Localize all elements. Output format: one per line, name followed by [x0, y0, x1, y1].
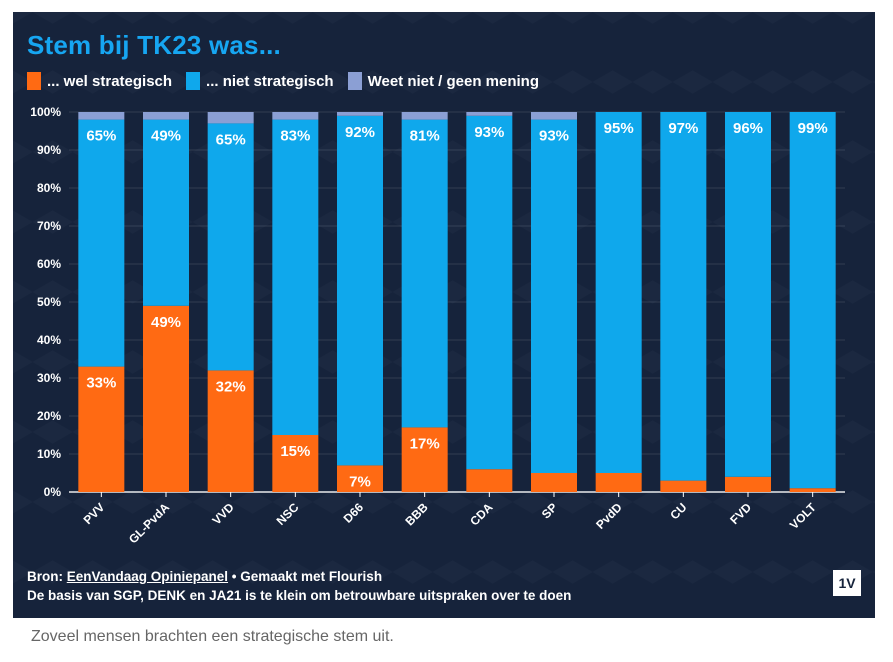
x-tick-label: D66 — [341, 500, 367, 526]
y-tick-label: 90% — [37, 143, 61, 157]
bar-segment-d66 — [337, 465, 383, 492]
y-tick-label: 60% — [37, 257, 61, 271]
stacked-bar-chart: 0% 10% 20% 30% 40% 50% 60% 70% 80% 90% 100% 33% 65% P… — [30, 105, 845, 546]
y-tick-label: 10% — [37, 447, 61, 461]
x-tick-label: FVD — [727, 500, 754, 527]
x-tick-label: VOLT — [787, 500, 819, 532]
y-tick-label: 80% — [37, 181, 61, 195]
source-prefix: Bron: — [27, 569, 67, 584]
x-tick-label: PvdD — [593, 500, 625, 532]
bar-segment-cu — [660, 480, 707, 492]
data-label: 93% — [539, 128, 569, 145]
footer-note: De basis van SGP, DENK en JA21 is te kle… — [27, 588, 572, 603]
bar-segment-cu — [660, 112, 707, 481]
bar-segment-gl-pvda — [143, 119, 189, 306]
bar-segment-fvd — [725, 112, 771, 477]
bar-segment-cda — [466, 115, 513, 470]
data-label: 97% — [668, 120, 698, 137]
data-label: 92% — [345, 124, 375, 141]
legend-label-wel: ... wel strategisch — [47, 72, 173, 90]
y-tick-label: 40% — [37, 333, 61, 347]
legend-swatch-niet — [186, 72, 201, 90]
x-tick-label: SP — [539, 500, 560, 521]
bar-segment-pvdd — [595, 473, 642, 492]
data-label: 49% — [151, 314, 181, 331]
bar-segment-vvd — [207, 123, 254, 371]
y-tick-label: 0% — [44, 485, 62, 499]
chart-footer: Bron: EenVandaag Opiniepanel • Gemaakt m… — [27, 567, 571, 605]
data-label: 7% — [349, 473, 371, 490]
data-label: 33% — [86, 375, 116, 392]
bar-segment-sp — [531, 112, 577, 120]
bar-segment-nsc — [272, 119, 319, 435]
bar-segment-bbb — [401, 427, 448, 492]
source-line: Bron: EenVandaag Opiniepanel • Gemaakt m… — [27, 567, 571, 586]
x-tick-label: CDA — [467, 500, 496, 529]
data-label: 65% — [86, 128, 116, 145]
chart-title: Stem bij TK23 was... — [27, 30, 281, 60]
bar-segment-bbb — [401, 119, 448, 428]
data-label: 99% — [798, 120, 828, 137]
bar-segment-volt — [789, 488, 836, 492]
x-tick-label: NSC — [274, 500, 302, 528]
legend-item-wel[interactable]: ... wel strategisch — [27, 72, 172, 90]
y-tick-label: 20% — [37, 409, 61, 423]
bar-segment-bbb — [401, 112, 448, 120]
bar-segment-d66 — [337, 112, 383, 116]
bar-segment-cda — [466, 469, 513, 492]
chart-card: Stem bij TK23 was... ... wel strategisch… — [13, 12, 875, 618]
legend: ... wel strategisch ... niet strategisch… — [27, 72, 553, 90]
x-tick-label: GL-PvdA — [126, 500, 172, 546]
bar-segment-vvd — [207, 370, 254, 492]
x-tick-label: PVV — [81, 500, 108, 527]
image-caption: Zoveel mensen brachten een strategische … — [31, 628, 394, 645]
bar-segment-fvd — [725, 476, 771, 492]
source-suffix: • Gemaakt met Flourish — [228, 569, 383, 584]
x-tick-label: VVD — [209, 500, 237, 528]
y-tick-label: 50% — [37, 295, 61, 309]
bar-segment-vvd — [207, 112, 254, 124]
legend-swatch-weet-niet — [347, 72, 362, 90]
data-label: 65% — [216, 131, 246, 148]
bar-segment-gl-pvda — [143, 305, 189, 492]
legend-item-weet-niet[interactable]: Weet niet / geen mening — [347, 72, 540, 90]
legend-label-niet: ... niet strategisch — [206, 72, 334, 90]
bar-segment-nsc — [272, 112, 319, 120]
bar-segment-sp — [531, 119, 577, 473]
data-label: 96% — [733, 120, 763, 137]
bar-segment-cda — [466, 112, 513, 116]
bar-segment-pvv — [78, 112, 125, 120]
bar-segment-pvv — [78, 366, 125, 492]
bar-segment-pvv — [78, 119, 125, 367]
x-tick-label: BBB — [403, 500, 432, 529]
bar-segment-nsc — [272, 435, 319, 492]
y-tick-label: 100% — [30, 105, 61, 119]
legend-swatch-wel — [27, 72, 41, 90]
data-label: 81% — [410, 128, 440, 145]
bar-segment-volt — [789, 112, 836, 489]
data-label: 49% — [151, 128, 181, 145]
data-label: 15% — [280, 443, 310, 460]
data-label: 83% — [280, 128, 310, 145]
legend-label-weet-niet: Weet niet / geen mening — [367, 72, 540, 90]
legend-item-niet[interactable]: ... niet strategisch — [186, 72, 334, 90]
bar-segment-pvdd — [595, 112, 642, 473]
source-link[interactable]: EenVandaag Opiniepanel — [66, 569, 229, 584]
bar-segment-sp — [531, 473, 577, 492]
data-label: 93% — [474, 124, 504, 141]
bar-segment-d66 — [337, 115, 383, 466]
y-tick-label: 30% — [37, 371, 61, 385]
data-label: 17% — [410, 435, 440, 452]
y-tick-label: 70% — [37, 219, 61, 233]
bar-segment-gl-pvda — [143, 112, 189, 120]
x-tick-label: CU — [667, 500, 689, 522]
eenvandaag-logo[interactable]: 1V — [833, 570, 861, 596]
data-label: 95% — [604, 120, 634, 137]
data-label: 32% — [216, 378, 246, 395]
